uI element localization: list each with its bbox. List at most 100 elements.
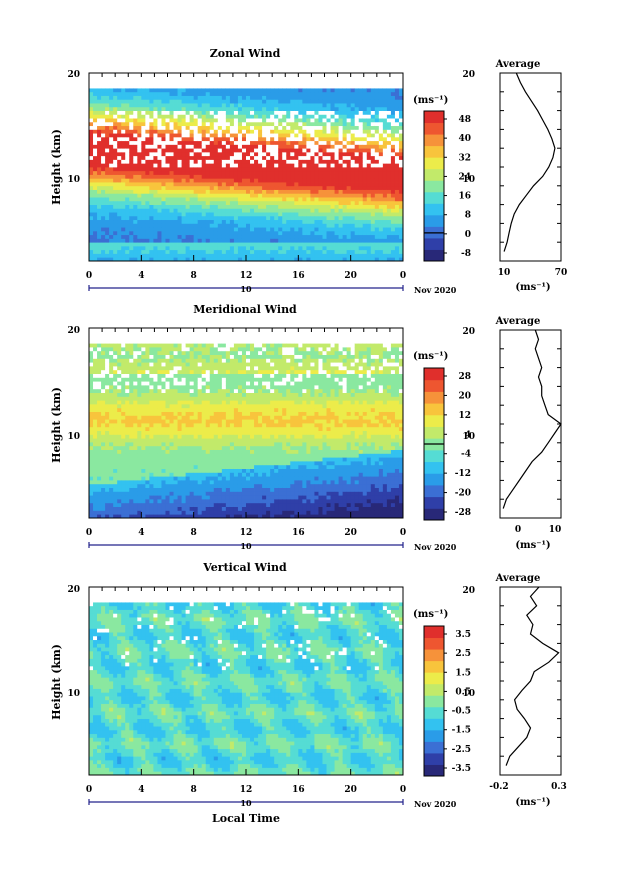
heatmap-cell xyxy=(270,103,275,108)
heatmap-cell xyxy=(201,182,207,187)
heatmap-cell xyxy=(338,125,344,130)
heatmap-cell xyxy=(181,129,187,134)
heatmap-cell xyxy=(217,155,223,160)
heatmap-cell xyxy=(101,84,106,89)
heatmap-cell xyxy=(362,95,368,100)
heatmap-cell xyxy=(246,99,251,104)
heatmap-cell xyxy=(141,174,146,179)
heatmap-cell xyxy=(101,449,106,454)
heatmap-cell xyxy=(274,144,279,149)
heatmap-cell xyxy=(237,234,243,239)
heatmap-cell xyxy=(378,204,384,209)
heatmap-cell xyxy=(113,144,118,149)
heatmap-cell xyxy=(221,125,227,130)
heatmap-cell xyxy=(374,103,380,108)
heatmap-cell xyxy=(310,230,315,236)
heatmap-cell xyxy=(274,185,279,190)
heatmap-cell xyxy=(105,118,110,123)
heatmap-cell xyxy=(133,373,138,378)
heatmap-cell xyxy=(121,84,126,89)
heatmap-cell xyxy=(193,208,199,213)
heatmap-cell xyxy=(246,88,251,93)
heatmap-cell xyxy=(97,174,102,179)
heatmap-cell xyxy=(145,449,150,454)
heatmap-cell xyxy=(157,227,162,232)
heatmap-cell xyxy=(358,121,364,127)
heatmap-cell xyxy=(93,76,98,81)
heatmap-cell xyxy=(209,182,215,187)
heatmap-cell xyxy=(125,461,130,466)
heatmap-cell xyxy=(350,234,356,239)
heatmap-cell xyxy=(221,114,227,119)
heatmap-cell xyxy=(298,170,303,175)
heatmap-cell xyxy=(342,118,348,123)
heatmap-cell xyxy=(217,95,223,100)
heatmap-cell xyxy=(310,185,315,190)
heatmap-cell xyxy=(133,381,138,386)
heatmap-cell xyxy=(141,148,146,153)
heatmap-cell xyxy=(350,110,356,115)
heatmap-cell xyxy=(342,204,348,209)
heatmap-cell xyxy=(141,335,146,340)
heatmap-cell xyxy=(93,84,98,89)
heatmap-cell xyxy=(121,148,126,153)
heatmap-cell xyxy=(185,249,191,254)
heatmap-cell xyxy=(141,215,146,221)
heatmap-cell xyxy=(346,136,352,142)
heatmap-cell xyxy=(254,227,259,232)
heatmap-cell xyxy=(89,354,94,359)
heatmap-cell xyxy=(149,163,154,168)
heatmap-cell xyxy=(161,238,166,243)
heatmap-cell xyxy=(366,159,372,164)
heatmap-cell xyxy=(129,182,134,187)
heatmap-cell xyxy=(125,212,130,217)
heatmap-cell xyxy=(366,140,372,145)
heatmap-cell xyxy=(125,155,130,160)
heatmap-cell xyxy=(209,103,215,108)
heatmap-cell xyxy=(205,227,211,232)
heatmap-cell xyxy=(145,136,150,142)
heatmap-cell xyxy=(101,335,106,340)
heatmap-cell xyxy=(201,151,207,157)
heatmap-cell xyxy=(109,219,114,224)
heatmap-cell xyxy=(157,208,162,213)
heatmap-cell xyxy=(237,249,243,254)
heatmap-cell xyxy=(177,103,182,108)
heatmap-cell xyxy=(109,499,114,504)
heatmap-cell xyxy=(310,223,315,228)
heatmap-cell xyxy=(274,110,279,115)
heatmap-cell xyxy=(101,178,106,183)
heatmap-cell xyxy=(310,212,315,217)
heatmap-cell xyxy=(125,114,130,119)
heatmap-cell xyxy=(137,335,142,340)
heatmap-cell xyxy=(209,223,215,228)
heatmap-cell xyxy=(125,140,130,145)
heatmap-cell xyxy=(342,144,348,149)
heatmap-cell xyxy=(125,339,130,344)
heatmap-cell xyxy=(241,230,247,236)
heatmap-cell xyxy=(334,174,339,179)
heatmap-cell xyxy=(137,369,142,374)
heatmap-cell xyxy=(334,200,339,205)
heatmap-cell xyxy=(129,114,134,119)
heatmap-cell xyxy=(101,230,106,236)
heatmap-cell xyxy=(93,392,98,397)
heatmap-cell xyxy=(386,121,392,127)
heatmap-cell xyxy=(137,464,142,469)
heatmap-cell xyxy=(233,114,239,119)
heatmap-cell xyxy=(189,136,195,142)
heatmap-cell xyxy=(121,174,126,179)
heatmap-cell xyxy=(374,257,380,262)
heatmap-cell xyxy=(213,204,219,209)
heatmap-cell xyxy=(117,358,122,363)
heatmap-cell xyxy=(101,204,106,209)
heatmap-cell xyxy=(330,133,335,138)
heatmap-cell xyxy=(173,185,178,190)
heatmap-cell xyxy=(137,219,142,224)
heatmap-cell xyxy=(137,91,142,96)
heatmap-cell xyxy=(201,118,207,123)
heatmap-cell xyxy=(129,76,134,81)
heatmap-cell xyxy=(113,430,118,435)
heatmap-cell xyxy=(133,136,138,142)
heatmap-cell xyxy=(250,114,255,119)
